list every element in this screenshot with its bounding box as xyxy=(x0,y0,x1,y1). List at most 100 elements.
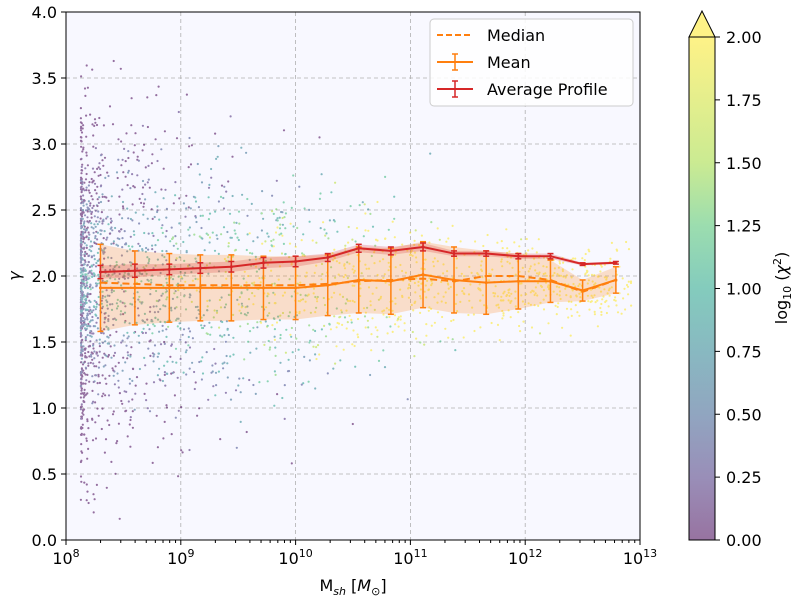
scatter-point xyxy=(200,181,204,184)
scatter-point xyxy=(127,217,130,220)
scatter-point xyxy=(347,225,350,229)
scatter-point xyxy=(248,378,251,382)
scatter-point xyxy=(101,249,104,252)
scatter-point xyxy=(81,423,84,426)
scatter-point xyxy=(119,313,122,316)
scatter-point xyxy=(430,284,433,287)
scatter-point xyxy=(370,254,373,258)
scatter-point xyxy=(397,317,400,320)
scatter-point xyxy=(85,246,88,249)
scatter-point xyxy=(124,175,127,178)
scatter-point xyxy=(508,262,511,265)
average-profile-point xyxy=(294,259,298,263)
scatter-point xyxy=(188,226,191,229)
scatter-point xyxy=(252,283,255,286)
scatter-point xyxy=(84,337,87,340)
scatter-point xyxy=(97,166,100,169)
scatter-point xyxy=(316,295,319,299)
scatter-point xyxy=(79,243,82,246)
scatter-point xyxy=(87,254,90,258)
scatter-point xyxy=(79,396,82,399)
scatter-point xyxy=(191,361,194,364)
colorbar-tick-label: 1.25 xyxy=(726,217,762,236)
scatter-point xyxy=(276,393,279,396)
scatter-point xyxy=(199,214,202,217)
scatter-point xyxy=(593,313,597,316)
scatter-point xyxy=(316,300,319,303)
scatter-point xyxy=(141,272,144,276)
scatter-point xyxy=(591,296,595,299)
scatter-point xyxy=(155,305,158,308)
scatter-point xyxy=(385,307,388,310)
scatter-point xyxy=(83,283,86,287)
scatter-point xyxy=(527,302,530,305)
scatter-point xyxy=(198,407,201,410)
scatter-point xyxy=(264,259,267,262)
scatter-point xyxy=(141,149,144,152)
series-lines xyxy=(97,240,619,333)
scatter-point xyxy=(89,113,92,116)
scatter-point xyxy=(300,383,303,386)
scatter-point xyxy=(178,256,181,259)
scatter-point xyxy=(81,298,84,301)
scatter-point xyxy=(80,459,83,462)
mean-point xyxy=(198,286,202,290)
scatter-point xyxy=(237,210,241,213)
scatter-point xyxy=(79,329,82,332)
scatter-point xyxy=(123,263,126,266)
scatter-point xyxy=(521,266,524,269)
scatter-point xyxy=(151,320,154,323)
scatter-point xyxy=(389,325,392,328)
scatter-point xyxy=(321,273,324,276)
scatter-point xyxy=(281,223,284,226)
scatter-point xyxy=(84,229,87,232)
scatter-point xyxy=(147,178,150,181)
scatter-point xyxy=(394,266,397,269)
scatter-point xyxy=(366,306,369,309)
scatter-point xyxy=(250,202,253,205)
scatter-point xyxy=(488,279,491,282)
scatter-point xyxy=(91,358,94,361)
scatter-point xyxy=(100,302,103,305)
scatter-point xyxy=(105,486,108,489)
scatter-point xyxy=(239,325,242,328)
scatter-point xyxy=(249,351,252,354)
scatter-point xyxy=(383,273,386,276)
scatter-point xyxy=(95,230,98,233)
scatter-point xyxy=(83,225,86,228)
scatter-point xyxy=(177,289,180,292)
scatter-point xyxy=(178,197,181,200)
mean-point xyxy=(229,286,233,290)
scatter-point xyxy=(102,164,105,167)
scatter-point xyxy=(136,158,139,161)
scatter-point xyxy=(129,418,132,422)
scatter-point xyxy=(420,234,423,237)
scatter-point xyxy=(208,241,211,244)
scatter-point xyxy=(137,334,140,337)
scatter-point xyxy=(80,310,83,313)
scatter-point xyxy=(175,137,179,140)
scatter-point xyxy=(460,272,463,275)
scatter-point xyxy=(150,278,153,281)
scatter-point xyxy=(79,179,83,182)
colorbar-tick-label: 1.50 xyxy=(726,154,762,173)
scatter-point xyxy=(535,272,539,275)
scatter-point xyxy=(496,295,499,298)
scatter-point xyxy=(509,316,512,319)
scatter-point xyxy=(247,340,250,343)
scatter-point xyxy=(87,200,90,203)
scatter-point xyxy=(260,229,263,232)
scatter-point xyxy=(282,201,285,204)
scatter-point xyxy=(320,328,323,331)
scatter-point xyxy=(83,388,86,391)
scatter-point xyxy=(279,223,282,226)
scatter-point xyxy=(111,303,114,306)
scatter-point xyxy=(113,265,116,269)
scatter-point xyxy=(507,309,510,312)
scatter-point xyxy=(97,373,100,376)
scatter-point xyxy=(271,210,274,213)
scatter-point xyxy=(394,253,397,256)
scatter-point xyxy=(115,307,119,310)
scatter-point xyxy=(87,350,90,354)
scatter-point xyxy=(590,273,594,276)
